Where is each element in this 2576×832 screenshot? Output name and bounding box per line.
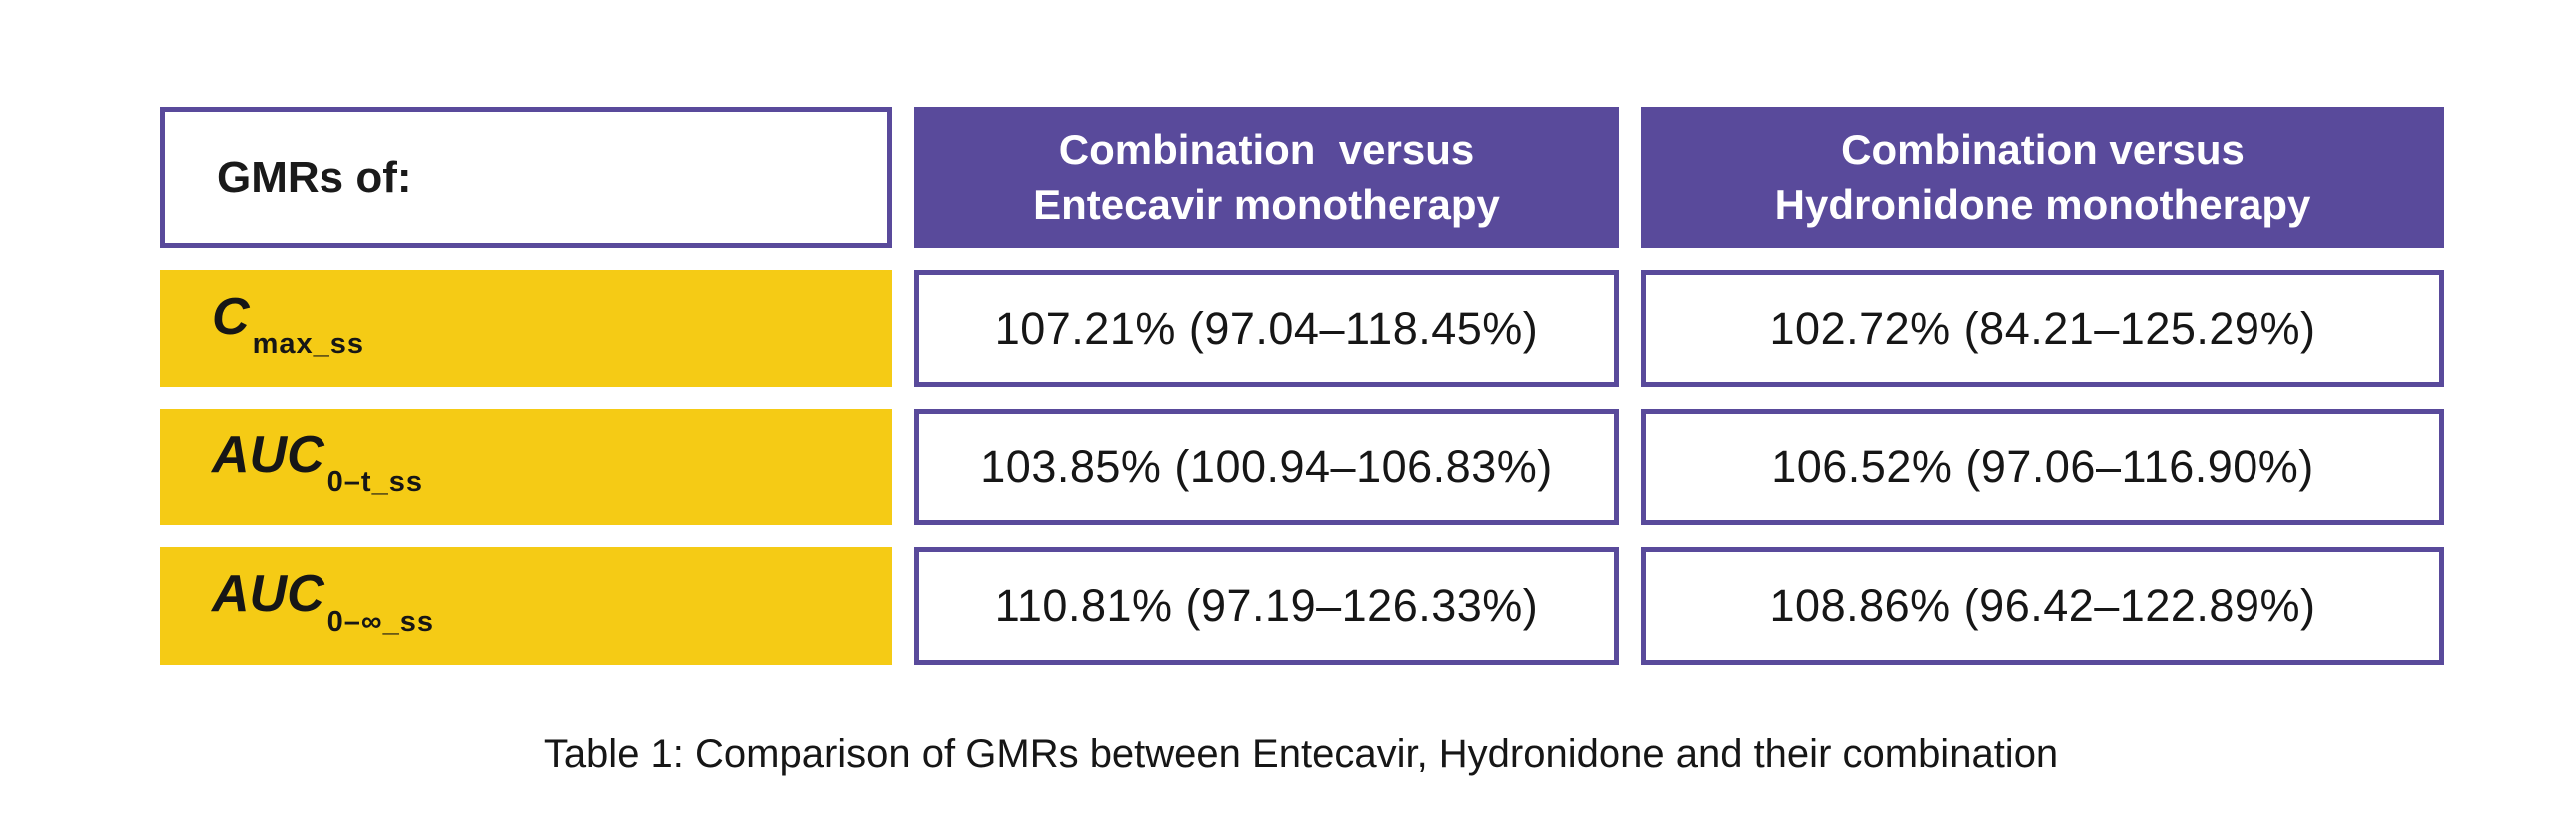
- table-caption: Table 1: Comparison of GMRs between Ente…: [543, 732, 2059, 776]
- param-label-auc-0-t-ss: AUC 0–t_ss: [160, 409, 892, 525]
- value-cmax-vs-entecavir: 107.21% (97.04–118.45%): [914, 270, 1619, 387]
- column-header-entecavir-line1: Combination versus: [1058, 125, 1475, 173]
- param-base-auc-0-t: AUC: [212, 425, 324, 484]
- value-text: 102.72% (84.21–125.29%): [1769, 302, 2316, 354]
- value-auc-0-t-vs-entecavir: 103.85% (100.94–106.83%): [914, 409, 1619, 525]
- value-text: 103.85% (100.94–106.83%): [980, 440, 1553, 492]
- value-text: 110.81% (97.19–126.33%): [994, 580, 1539, 631]
- column-header-hydronidone-line2: Hydronidone monotherapy: [1774, 180, 2311, 228]
- param-base-auc-0-inf: AUC: [212, 565, 324, 623]
- column-header-hydronidone: Combination versus Hydronidone monothera…: [1641, 107, 2444, 248]
- value-auc-0-inf-vs-hydronidone: 108.86% (96.42–122.89%): [1641, 547, 2444, 665]
- column-header-entecavir-line2: Entecavir monotherapy: [1033, 180, 1500, 228]
- value-auc-0-inf-vs-entecavir: 110.81% (97.19–126.33%): [914, 547, 1619, 665]
- param-label-auc-0-inf-ss: AUC 0–∞_ss: [160, 547, 892, 665]
- value-text: 106.52% (97.06–116.90%): [1771, 440, 2314, 492]
- value-auc-0-t-vs-hydronidone: 106.52% (97.06–116.90%): [1641, 409, 2444, 525]
- column-header-hydronidone-line1: Combination versus: [1841, 125, 2245, 173]
- column-header-entecavir: Combination versus Entecavir monotherapy: [914, 107, 1619, 248]
- param-subscript-auc-0-t: 0–t_ss: [326, 466, 423, 498]
- value-cmax-vs-hydronidone: 102.72% (84.21–125.29%): [1641, 270, 2444, 387]
- param-subscript-auc-0-inf: 0–∞_ss: [326, 605, 434, 638]
- corner-header-label: GMRs of:: [217, 152, 412, 202]
- gmr-comparison-table: GMRs of: Combination versus Entecavir mo…: [160, 107, 2444, 665]
- param-subscript-cmax: max_ss: [252, 328, 364, 360]
- value-text: 108.86% (96.42–122.89%): [1769, 580, 2316, 631]
- param-base-cmax: C: [212, 287, 250, 346]
- value-text: 107.21% (97.04–118.45%): [994, 302, 1539, 354]
- corner-header-cell: GMRs of:: [160, 107, 892, 248]
